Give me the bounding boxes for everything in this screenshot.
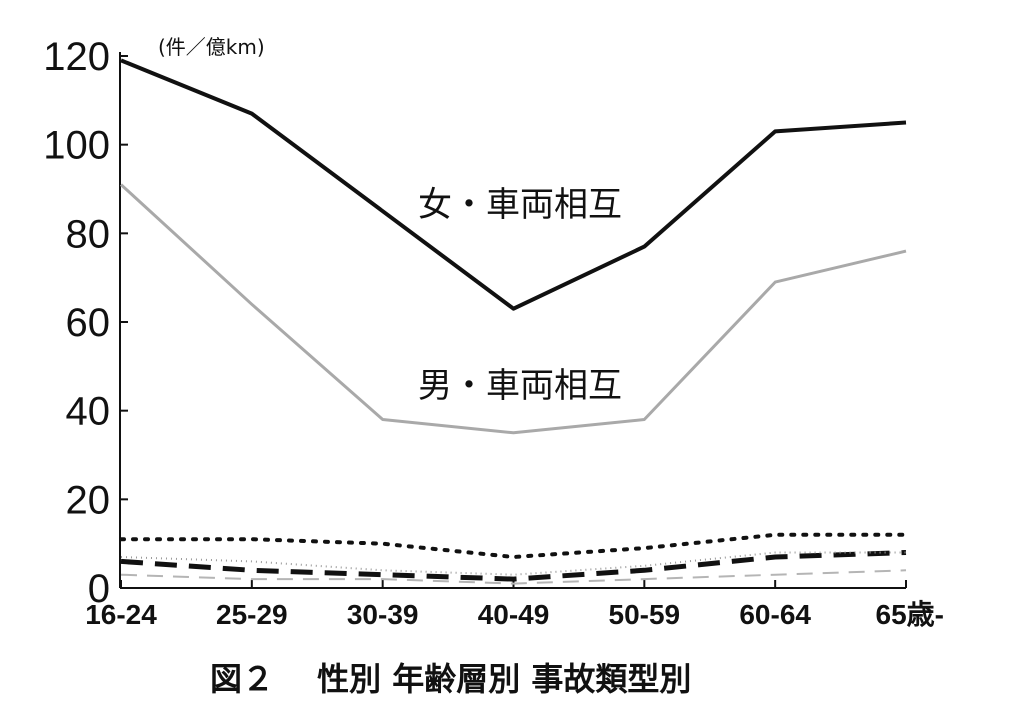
y-tick-label: 0 bbox=[88, 567, 110, 611]
x-tick-label: 65歳- bbox=[876, 599, 944, 630]
y-axis: 0 20 40 60 80 100 120 bbox=[43, 35, 128, 611]
series-line-1 bbox=[119, 183, 907, 435]
x-tick-label: 40-49 bbox=[478, 599, 550, 630]
y-tick-label: 80 bbox=[66, 212, 111, 256]
y-tick-label: 60 bbox=[66, 301, 111, 345]
x-axis: 16-24 25-29 30-39 40-49 50-59 60-64 65歳- bbox=[85, 580, 944, 630]
series-line-2 bbox=[119, 532, 908, 559]
series-line-5 bbox=[120, 569, 907, 585]
y-tick-label: 20 bbox=[66, 478, 111, 522]
x-tick-label: 60-64 bbox=[739, 599, 811, 630]
y-tick-label: 120 bbox=[43, 35, 110, 79]
series-label-male: 男・車両相互 bbox=[418, 366, 622, 406]
series-label-female: 女・車両相互 bbox=[418, 185, 622, 225]
figure-caption: 図２ 性別 年齢層別 事故類型別 bbox=[210, 660, 691, 698]
x-tick-label: 30-39 bbox=[347, 599, 419, 630]
series-line-3 bbox=[120, 550, 907, 582]
x-tick-label: 16-24 bbox=[85, 599, 157, 630]
series-layer bbox=[119, 58, 908, 585]
x-tick-label: 50-59 bbox=[609, 599, 681, 630]
y-tick-label: 100 bbox=[43, 124, 110, 168]
x-tick-label: 25-29 bbox=[216, 599, 288, 630]
series-line-4 bbox=[120, 551, 906, 576]
y-tick-label: 40 bbox=[66, 390, 111, 434]
y-unit-label: (件／億km) bbox=[158, 35, 265, 59]
